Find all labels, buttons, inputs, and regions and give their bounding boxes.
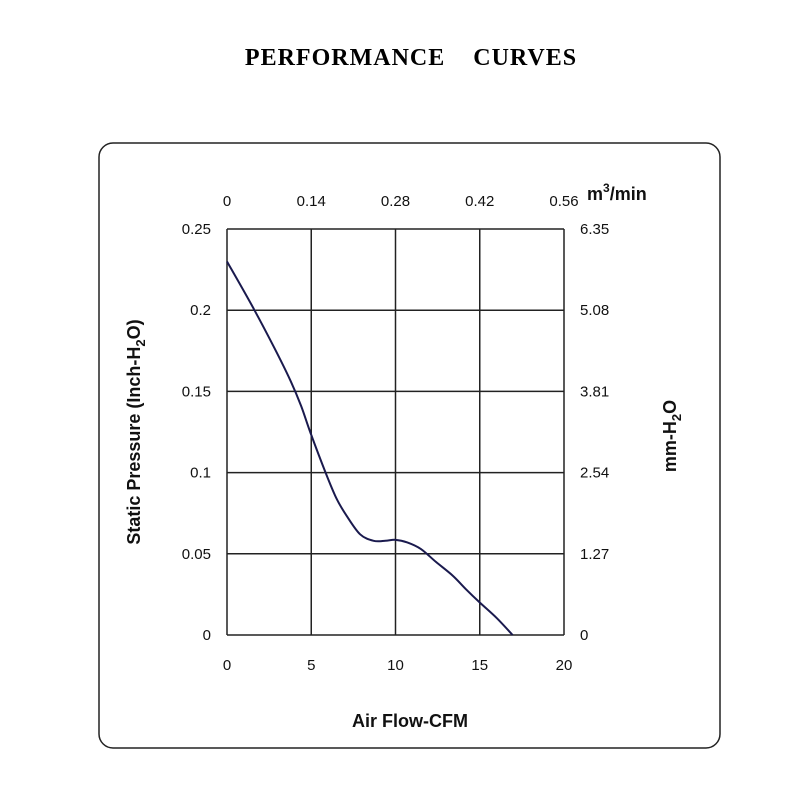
x2-tick-label: 0.56 [549,193,578,210]
series-line-fan-curve [226,260,514,636]
y-tick-label: 0.05 [182,546,211,563]
x2-tick-label: 0.42 [465,193,494,210]
x-tick-label: 10 [387,657,404,674]
chart-frame [98,142,721,749]
x-tick-label: 15 [471,657,488,674]
y2-tick-label: 3.81 [580,383,609,400]
y2-tick-label: 0 [580,627,588,644]
y-tick-label: 0.25 [182,221,211,238]
x-tick-label: 20 [556,657,573,674]
x2-tick-label: 0.28 [381,193,410,210]
x-axis-label: Air Flow-CFM [352,711,468,731]
y2-tick-label: 1.27 [580,546,609,563]
y-tick-label: 0.2 [190,302,211,319]
y-tick-label: 0.1 [190,465,211,482]
chart-title: PERFORMANCE CURVES [245,45,577,71]
grid [226,228,565,636]
x2-tick-label: 0.14 [297,193,326,210]
y-axis-label: Static Pressure (Inch-H2O) [124,319,148,544]
y2-tick-label: 6.35 [580,221,609,238]
x-tick-label: 5 [307,657,315,674]
y-tick-label: 0 [203,627,211,644]
y2-tick-label: 5.08 [580,302,609,319]
y2-axis-label: mm-H2O [660,400,684,472]
x-tick-label: 0 [223,657,231,674]
x2-axis-label: m3/min [587,181,647,204]
x2-tick-label: 0 [223,193,231,210]
y2-tick-label: 2.54 [580,465,609,482]
y-tick-label: 0.15 [182,383,211,400]
